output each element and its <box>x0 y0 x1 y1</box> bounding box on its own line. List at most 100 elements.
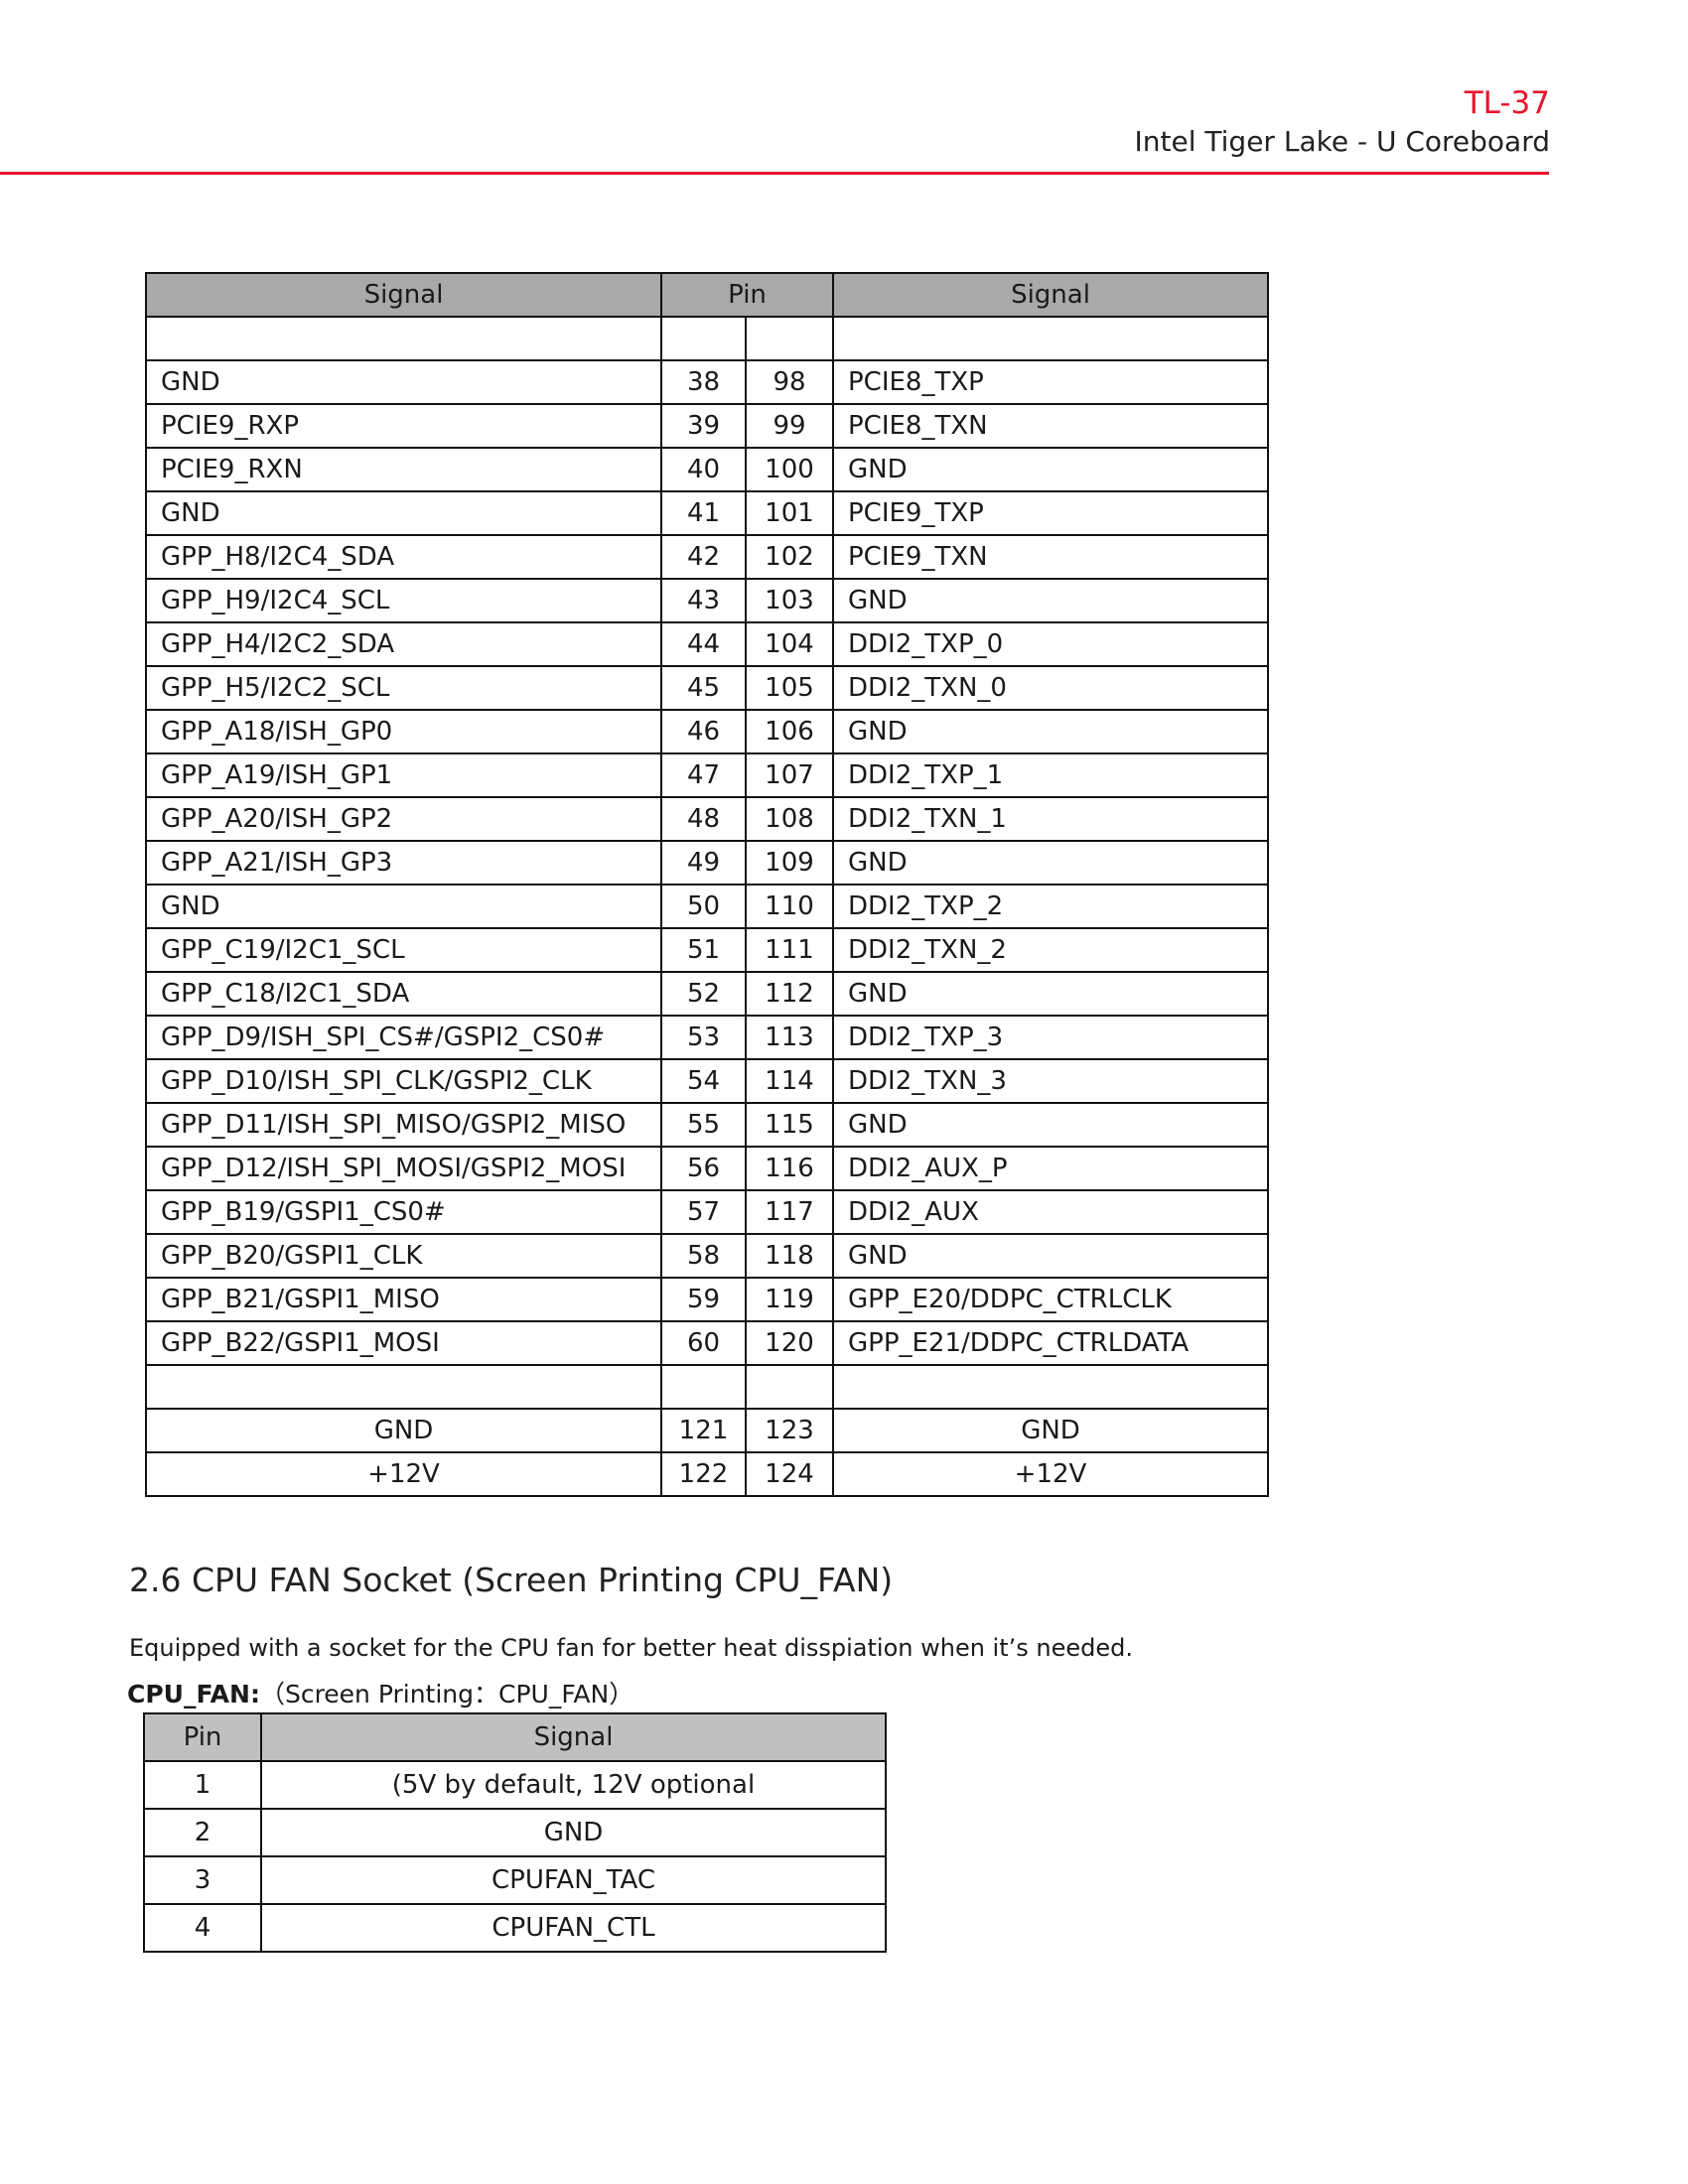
table-cell: 122 <box>660 1451 747 1497</box>
table-row: GPP_H4/I2C2_SDA 44 104 DDI2_TXP_0 <box>145 621 1269 667</box>
table-cell: 38 <box>660 359 747 405</box>
table-cell: 120 <box>745 1320 834 1366</box>
table-cell: 55 <box>660 1102 747 1148</box>
table-cell: GPP_H9/I2C4_SCL <box>145 578 662 623</box>
table-cell: 48 <box>660 796 747 842</box>
empty-row <box>145 316 1269 361</box>
table-cell: GPP_B21/GSPI1_MISO <box>145 1277 662 1322</box>
table-cell: 49 <box>660 840 747 886</box>
table-cell: GPP_H5/I2C2_SCL <box>145 665 662 711</box>
table-cell: 117 <box>745 1189 834 1235</box>
table-cell: 124 <box>745 1451 834 1497</box>
table-cell: 123 <box>745 1408 834 1453</box>
column-header: Pin <box>143 1712 262 1762</box>
table-cell <box>660 316 747 361</box>
table-header-row: Pin Signal <box>143 1712 887 1762</box>
table-cell: GPP_E21/DDPC_CTRLDATA <box>832 1320 1269 1366</box>
table-row: GPP_H8/I2C4_SDA 42 102 PCIE9_TXN <box>145 534 1269 580</box>
table-cell: GND <box>832 1408 1269 1453</box>
table-cell: GPP_B20/GSPI1_CLK <box>145 1233 662 1279</box>
table-cell: 3 <box>143 1855 262 1905</box>
table-cell: 43 <box>660 578 747 623</box>
table-cell: 44 <box>660 621 747 667</box>
table-cell: 112 <box>745 971 834 1017</box>
table-row: 1 (5V by default, 12V optional <box>143 1760 887 1810</box>
table-cell: (5V by default, 12V optional <box>260 1760 887 1810</box>
table-cell: GND <box>832 971 1269 1017</box>
table-cell: GPP_A19/ISH_GP1 <box>145 752 662 798</box>
fan-label: CPU_FAN:（Screen Printing：CPU_FAN） <box>127 1675 633 1710</box>
table-cell: 114 <box>745 1058 834 1104</box>
table-row: GND 50 110 DDI2_TXP_2 <box>145 884 1269 929</box>
table-cell: 98 <box>745 359 834 405</box>
table-cell: GND <box>832 709 1269 754</box>
table-row: GPP_B19/GSPI1_CS0# 57 117 DDI2_AUX <box>145 1189 1269 1235</box>
table-cell: DDI2_TXP_3 <box>832 1015 1269 1060</box>
table-cell: GND <box>145 884 662 929</box>
table-cell: PCIE9_TXN <box>832 534 1269 580</box>
table-cell: 109 <box>745 840 834 886</box>
table-cell: GND <box>832 1233 1269 1279</box>
table-cell: 108 <box>745 796 834 842</box>
table-cell: DDI2_AUX <box>832 1189 1269 1235</box>
table-cell: 46 <box>660 709 747 754</box>
column-header: Signal <box>260 1712 887 1762</box>
table-cell <box>832 316 1269 361</box>
table-cell: GND <box>832 840 1269 886</box>
table-row: GPP_D12/ISH_SPI_MOSI/GSPI2_MOSI 56 116 DDI2… <box>145 1146 1269 1191</box>
table-cell: 1 <box>143 1760 262 1810</box>
table-cell: 51 <box>660 927 747 973</box>
pin-table: Signal Pin Signal GND 38 98 PCIE8_TXP PCIE9_… <box>145 272 1269 1497</box>
table-cell: PCIE9_RXP <box>145 403 662 449</box>
fan-label-rest: （Screen Printing：CPU_FAN） <box>259 1680 634 1708</box>
table-row: GPP_D11/ISH_SPI_MISO/GSPI2_MISO 55 115 GND <box>145 1102 1269 1148</box>
table-cell: 50 <box>660 884 747 929</box>
table-row: GPP_H5/I2C2_SCL 45 105 DDI2_TXN_0 <box>145 665 1269 711</box>
table-cell: GND <box>832 447 1269 492</box>
section-title: 2.6 CPU FAN Socket (Screen Printing CPU_… <box>129 1561 894 1599</box>
table-cell: 56 <box>660 1146 747 1191</box>
table-cell: 47 <box>660 752 747 798</box>
table-cell: GPP_B19/GSPI1_CS0# <box>145 1189 662 1235</box>
table-cell: 103 <box>745 578 834 623</box>
doc-subtitle: Intel Tiger Lake - U Coreboard <box>1134 125 1550 158</box>
table-cell: PCIE9_RXN <box>145 447 662 492</box>
doc-code: TL-37 <box>1464 85 1550 121</box>
table-cell: 4 <box>143 1903 262 1953</box>
table-cell: 107 <box>745 752 834 798</box>
table-cell: 39 <box>660 403 747 449</box>
table-cell: 41 <box>660 490 747 536</box>
column-header: Signal <box>832 272 1269 318</box>
table-cell: 57 <box>660 1189 747 1235</box>
table-row: GND 38 98 PCIE8_TXP <box>145 359 1269 405</box>
table-cell: PCIE8_TXP <box>832 359 1269 405</box>
table-row: GPP_A20/ISH_GP2 48 108 DDI2_TXN_1 <box>145 796 1269 842</box>
table-cell <box>145 316 662 361</box>
table-header-row: Signal Pin Signal <box>145 272 1269 318</box>
table-cell: GND <box>145 490 662 536</box>
table-cell: DDI2_TXN_2 <box>832 927 1269 973</box>
table-row: GPP_C18/I2C1_SDA 52 112 GND <box>145 971 1269 1017</box>
table-cell: PCIE8_TXN <box>832 403 1269 449</box>
table-cell: 116 <box>745 1146 834 1191</box>
table-cell: 58 <box>660 1233 747 1279</box>
table-cell: GPP_H4/I2C2_SDA <box>145 621 662 667</box>
table-cell: 40 <box>660 447 747 492</box>
table-row: 3 CPUFAN_TAC <box>143 1855 887 1905</box>
header-divider <box>0 172 1549 175</box>
table-cell: +12V <box>145 1451 662 1497</box>
table-row: GPP_D10/ISH_SPI_CLK/GSPI2_CLK 54 114 DDI2_T… <box>145 1058 1269 1104</box>
table-cell: 54 <box>660 1058 747 1104</box>
table-cell: 60 <box>660 1320 747 1366</box>
table-cell <box>660 1364 747 1410</box>
column-header: Pin <box>660 272 834 318</box>
table-row: GPP_D9/ISH_SPI_CS#/GSPI2_CS0# 53 113 DDI2_T… <box>145 1015 1269 1060</box>
table-cell: GPP_E20/DDPC_CTRLCLK <box>832 1277 1269 1322</box>
table-cell: GPP_A20/ISH_GP2 <box>145 796 662 842</box>
table-cell: 113 <box>745 1015 834 1060</box>
table-cell: GPP_D12/ISH_SPI_MOSI/GSPI2_MOSI <box>145 1146 662 1191</box>
power-row: +12V 122 124 +12V <box>145 1451 1269 1497</box>
table-cell: CPUFAN_TAC <box>260 1855 887 1905</box>
table-row: GPP_B21/GSPI1_MISO 59 119 GPP_E20/DDPC_CTRL… <box>145 1277 1269 1322</box>
table-cell: 99 <box>745 403 834 449</box>
